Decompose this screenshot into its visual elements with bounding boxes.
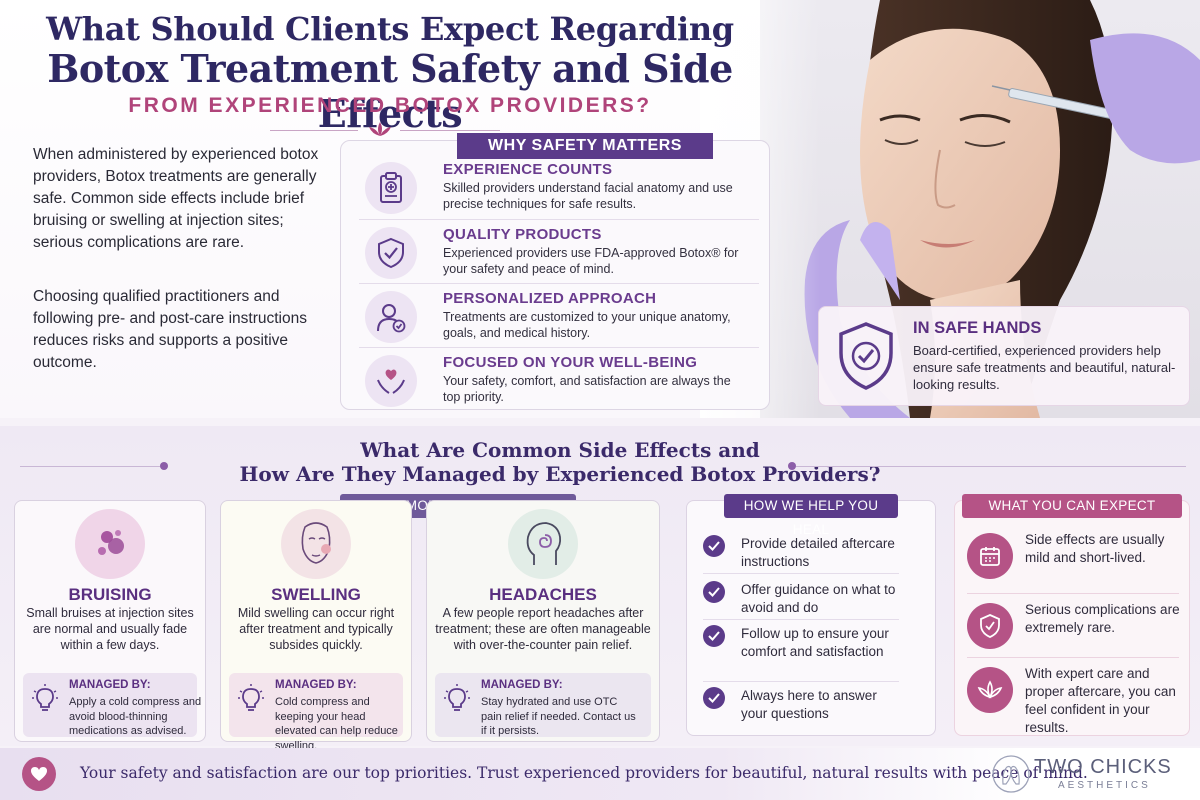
heal-item-text: Provide detailed aftercare instructions [741, 536, 895, 569]
divider [703, 573, 899, 574]
expect-text: Serious complications are extremely rare… [1025, 602, 1180, 635]
heal-card: Provide detailed aftercare instructions … [686, 500, 936, 736]
footer: Your safety and satisfaction are our top… [0, 748, 1200, 800]
why-item-text: Experienced providers use FDA-approved B… [443, 246, 739, 276]
expect-card: Side effects are usually mild and short-… [954, 500, 1190, 736]
heart-icon [22, 757, 56, 791]
safe-hands-title: IN SAFE HANDS [913, 319, 1042, 337]
effect-card-swelling: SWELLING Mild swelling can occur right a… [220, 500, 412, 752]
expect-label: WHAT YOU CAN EXPECT [962, 494, 1182, 518]
intro-paragraph-2: Choosing qualified practitioners and fol… [33, 288, 307, 371]
effect-text: Small bruises at injection sites are nor… [26, 606, 194, 652]
intro-paragraph-1: When administered by experienced botox p… [33, 146, 319, 251]
why-item: EXPERIENCE COUNTS Skilled providers unde… [359, 155, 759, 219]
check-icon [703, 687, 725, 709]
lotus-icon [967, 667, 1013, 713]
section-divider-left [20, 466, 160, 467]
shield-check-icon [839, 322, 893, 390]
effect-title: BRUISING [68, 585, 152, 604]
page-title-line2: Botox Treatment Safety and Side Effects [47, 46, 733, 136]
check-icon [703, 535, 725, 557]
managed-label: MANAGED BY: [275, 679, 357, 691]
why-item: FOCUSED ON YOUR WELL-BEING Your safety, … [359, 347, 759, 411]
heal-item-text: Follow up to ensure your comfort and sat… [741, 626, 889, 659]
top-section: What Should Clients Expect Regarding Bot… [0, 0, 1200, 418]
divider [967, 593, 1179, 594]
headache-icon [508, 509, 578, 579]
section-divider-dot [788, 462, 796, 470]
why-safety-label: WHY SAFETY MATTERS [457, 133, 713, 159]
check-icon [703, 625, 725, 647]
bruise-icon [75, 509, 145, 579]
effect-text: A few people report headaches after trea… [435, 606, 651, 652]
section-title-line1: What Are Common Side Effects and [360, 438, 760, 462]
check-icon [703, 581, 725, 603]
managed-box: MANAGED BY: Cold compress and keeping yo… [229, 673, 403, 752]
heal-item-text: Offer guidance on what to avoid and do [741, 582, 896, 615]
divider [967, 657, 1179, 658]
why-item-text: Your safety, comfort, and satisfaction a… [443, 374, 731, 404]
lotus-icon [369, 122, 391, 136]
heal-label: HOW WE HELP YOU HEAL [724, 494, 898, 537]
managed-box: MANAGED BY: Stay hydrated and use OTC pa… [435, 673, 651, 737]
divider [703, 681, 899, 682]
why-item-text: Skilled providers understand facial anat… [443, 181, 733, 211]
page-title-line1: What Should Clients Expect Regarding [46, 10, 734, 48]
effect-card-bruising: BRUISING Small bruises at injection site… [14, 500, 206, 742]
managed-text: Cold compress and keeping your head elev… [275, 696, 398, 752]
page-subtitle: FROM EXPERIENCED BOTOX PROVIDERS? [128, 94, 652, 117]
section-divider-dot [160, 462, 168, 470]
why-item-title: PERSONALIZED APPROACH [443, 290, 657, 307]
effect-card-headaches: HEADACHES A few people report headaches … [426, 500, 660, 742]
lightbulb-icon [444, 684, 470, 711]
person-check-icon [365, 291, 417, 343]
effect-title: SWELLING [271, 585, 361, 604]
brand-name: TWO CHICKS [1034, 756, 1172, 778]
divider [703, 619, 899, 620]
managed-text: Apply a cold compress and avoid blood-th… [69, 696, 202, 737]
why-item-title: FOCUSED ON YOUR WELL-BEING [443, 354, 698, 371]
swelling-face-icon [281, 509, 351, 579]
lightbulb-icon [238, 684, 264, 711]
why-item-title: QUALITY PRODUCTS [443, 226, 602, 243]
expect-item: With expert care and proper aftercare, y… [967, 663, 1187, 735]
title-divider-right [400, 130, 500, 131]
expect-item: Serious complications are extremely rare… [967, 599, 1187, 659]
side-effects-section: What Are Common Side Effects and How Are… [0, 426, 1200, 752]
section-divider-right [796, 466, 1186, 467]
managed-box: MANAGED BY: Apply a cold compress and av… [23, 673, 201, 737]
heart-hands-icon [365, 355, 417, 407]
why-item-text: Treatments are customized to your unique… [443, 310, 731, 340]
expect-text: With expert care and proper aftercare, y… [1025, 666, 1176, 735]
brand-subtitle: AESTHETICS [1058, 780, 1151, 791]
why-item-title: EXPERIENCE COUNTS [443, 161, 613, 178]
why-safety-panel: WHY SAFETY MATTERS EXPERIENCE COUNTS Ski… [340, 133, 770, 411]
expect-item: Side effects are usually mild and short-… [967, 529, 1187, 589]
managed-label: MANAGED BY: [481, 679, 563, 691]
why-item: QUALITY PRODUCTS Experienced providers u… [359, 219, 759, 283]
shield-check-icon [967, 603, 1013, 649]
calendar-icon [967, 533, 1013, 579]
footer-text: Your safety and satisfaction are our top… [80, 764, 1088, 782]
shield-check-icon [365, 227, 417, 279]
safe-hands-text: Board-certified, experienced providers h… [913, 343, 1176, 392]
safe-hands-card: IN SAFE HANDS Board-certified, experienc… [818, 306, 1190, 406]
why-item: PERSONALIZED APPROACH Treatments are cus… [359, 283, 759, 347]
brand-logo-icon [992, 755, 1030, 793]
managed-text: Stay hydrated and use OTC pain relief if… [481, 696, 636, 737]
section-title-line2: How Are They Managed by Experienced Boto… [239, 462, 881, 486]
managed-label: MANAGED BY: [69, 679, 151, 691]
effect-text: Mild swelling can occur right after trea… [237, 606, 395, 652]
expect-text: Side effects are usually mild and short-… [1025, 532, 1165, 565]
lightbulb-icon [32, 684, 58, 711]
clipboard-icon [365, 162, 417, 214]
title-divider-left [270, 130, 358, 131]
heal-item-text: Always here to answer your questions [741, 688, 877, 721]
effect-title: HEADACHES [489, 585, 597, 604]
